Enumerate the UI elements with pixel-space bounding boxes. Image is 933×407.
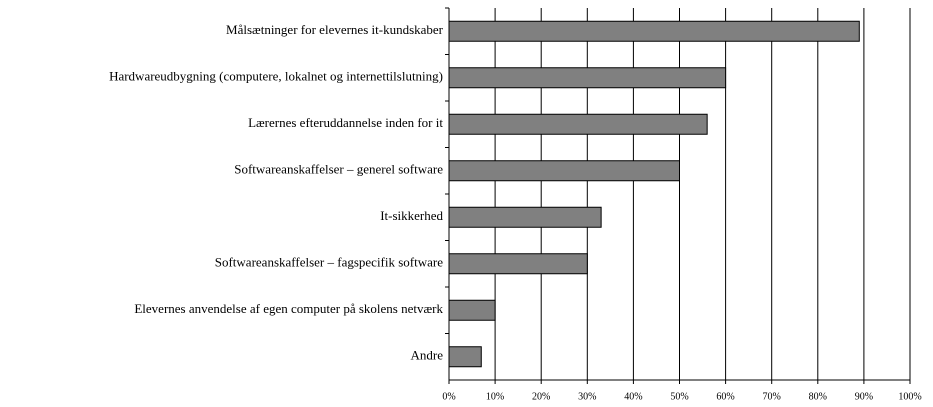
x-tick-label: 40%	[624, 391, 642, 402]
bar	[448, 113, 708, 135]
bar	[448, 67, 727, 89]
bar	[448, 299, 496, 321]
bar	[448, 160, 680, 182]
bar	[448, 20, 860, 42]
bar	[448, 206, 602, 228]
x-tick-label: 50%	[670, 391, 688, 402]
y-tick-label: Softwareanskaffelser – generel software	[234, 162, 443, 177]
x-tick-label: 60%	[716, 391, 734, 402]
y-tick-label: Lærernes efteruddannelse inden for it	[248, 115, 443, 130]
y-tick-label: Elevernes anvendelse af egen computer på…	[134, 301, 443, 316]
bar	[448, 253, 588, 275]
x-tick-label: 100%	[898, 391, 921, 402]
y-tick-label: Målsætninger for elevernes it-kundskaber	[226, 22, 444, 37]
y-tick-label: Andre	[411, 348, 444, 363]
x-tick-label: 70%	[763, 391, 781, 402]
y-tick-label: Hardwareudbygning (computere, lokalnet o…	[109, 69, 443, 84]
x-tick-label: 10%	[486, 391, 504, 402]
x-tick-label: 0%	[442, 391, 455, 402]
bar	[448, 346, 482, 368]
y-tick-label: Softwareanskaffelser – fagspecifik softw…	[215, 255, 443, 270]
x-tick-label: 20%	[532, 391, 550, 402]
x-tick-label: 80%	[809, 391, 827, 402]
y-tick-label: It-sikkerhed	[380, 208, 443, 223]
x-tick-label: 30%	[578, 391, 596, 402]
x-tick-label: 90%	[855, 391, 873, 402]
